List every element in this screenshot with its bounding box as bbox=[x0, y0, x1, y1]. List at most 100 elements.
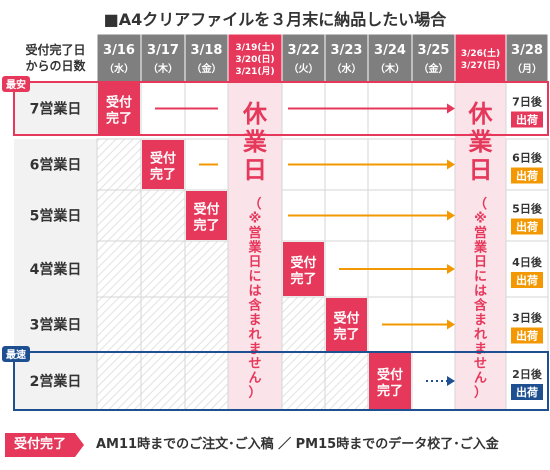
holiday-note-char: せ bbox=[474, 357, 487, 372]
row-label-cell bbox=[14, 241, 97, 297]
holiday-column bbox=[455, 82, 506, 410]
date-text: 3/16 bbox=[103, 43, 135, 58]
accept-cell bbox=[369, 353, 411, 409]
holiday-main-char: 休 bbox=[468, 100, 494, 128]
holiday-date-text: 3/21(月) bbox=[235, 66, 274, 77]
holiday-note-char: 業 bbox=[247, 240, 262, 256]
flow-arrow-head bbox=[447, 376, 455, 386]
legend-badge-arrow bbox=[75, 433, 84, 457]
holiday-note-char: れ bbox=[474, 328, 487, 343]
holiday-main-char: 日 bbox=[469, 156, 493, 184]
hatched-cell bbox=[141, 352, 185, 410]
holiday-note-char: ま bbox=[248, 342, 261, 357]
date-text: 3/25 bbox=[418, 43, 450, 58]
accept-cell-text: 受付 bbox=[193, 202, 219, 218]
row-label: 6営業日 bbox=[30, 157, 82, 174]
holiday-note-char: ま bbox=[248, 313, 261, 328]
row-label: 2営業日 bbox=[30, 373, 82, 390]
holiday-note-char: 日 bbox=[474, 255, 487, 270]
holiday-column bbox=[228, 82, 282, 410]
hatched-cell bbox=[141, 241, 185, 297]
row-label: 5営業日 bbox=[30, 208, 82, 225]
result-days-text: 5日後 bbox=[512, 202, 543, 216]
accept-cell-text: 完了 bbox=[290, 271, 316, 287]
hatched-cell bbox=[97, 352, 141, 410]
holiday-date-text: 3/26(土) bbox=[461, 47, 500, 59]
ship-badge bbox=[511, 218, 543, 235]
hatched-cell bbox=[97, 241, 141, 297]
holiday-date-text: 3/20(日) bbox=[235, 54, 274, 65]
row-highlight-fastest bbox=[13, 351, 549, 411]
date-text: 3/28 bbox=[511, 43, 543, 58]
row-tag-text: 最速 bbox=[6, 348, 26, 361]
hatched-cell bbox=[185, 241, 228, 297]
flow-arrow-head bbox=[447, 210, 455, 221]
ship-badge bbox=[511, 327, 543, 344]
result-cell bbox=[505, 351, 549, 411]
row-label: 4営業日 bbox=[30, 261, 82, 278]
holiday-date-text: 3/19(土) bbox=[235, 41, 274, 53]
row-label-cell bbox=[14, 139, 97, 190]
holiday-main-char: 業 bbox=[469, 128, 493, 156]
row-label-cell bbox=[14, 190, 97, 241]
corner-header-text: からの日数 bbox=[25, 58, 86, 73]
holiday-note-char: 含 bbox=[473, 298, 488, 314]
hatched-cell bbox=[97, 190, 141, 241]
date-text: 3/24 bbox=[374, 43, 406, 58]
holiday-note-char: 業 bbox=[473, 240, 488, 256]
date-header-cell bbox=[281, 33, 326, 83]
accept-cell bbox=[326, 298, 367, 351]
accept-cell-text: 受付 bbox=[150, 151, 176, 167]
date-header-cell bbox=[324, 33, 369, 83]
accept-cell-text: 完了 bbox=[377, 383, 403, 399]
holiday-date-text: 3/27(日) bbox=[461, 60, 500, 71]
accept-cell-text: 受付 bbox=[290, 255, 316, 271]
holiday-note-char: 含 bbox=[247, 298, 262, 314]
accept-cell-text: 完了 bbox=[193, 218, 219, 234]
date-header-cell bbox=[367, 33, 413, 83]
holiday-main-char: 業 bbox=[243, 128, 267, 156]
holiday-note-char: ん bbox=[248, 371, 261, 386]
corner-header-cell bbox=[14, 34, 97, 82]
result-cell bbox=[505, 296, 549, 353]
flow-arrow-head bbox=[447, 159, 455, 170]
hatched-cell bbox=[282, 297, 325, 352]
hatched-cell bbox=[97, 297, 141, 352]
ship-badge bbox=[511, 384, 543, 400]
holiday-note-char: に bbox=[474, 270, 487, 285]
accept-cell-text: 受付 bbox=[333, 311, 359, 327]
ship-badge-text: 出荷 bbox=[516, 273, 538, 287]
holiday-note-char: ま bbox=[474, 342, 487, 357]
holiday-note-char: ） bbox=[474, 385, 487, 401]
weekday-text: （金） bbox=[192, 62, 222, 75]
holiday-note-char: ん bbox=[474, 371, 487, 386]
weekday-text: （月） bbox=[512, 62, 542, 75]
hatched-cell bbox=[97, 139, 141, 190]
ship-badge-text: 出荷 bbox=[516, 169, 538, 183]
row-tag-badge bbox=[2, 76, 30, 92]
legend-text: AM11時までのご注文･ご入稿 ／ PM15時までのデータ校了･ご入金 bbox=[96, 437, 499, 452]
ship-badge bbox=[511, 111, 543, 128]
holiday-note-char: （ bbox=[474, 196, 487, 212]
ship-badge bbox=[511, 167, 543, 184]
holiday-note-char: 営 bbox=[248, 225, 261, 241]
accept-cell-text: 受付 bbox=[106, 95, 132, 111]
accept-cell bbox=[142, 140, 184, 189]
date-text: 3/17 bbox=[147, 43, 179, 58]
holiday-note-char: せ bbox=[248, 357, 261, 372]
date-text: 3/18 bbox=[191, 43, 223, 58]
accept-cell-text: 完了 bbox=[333, 327, 359, 343]
row-tag-badge bbox=[2, 346, 30, 362]
holiday-note-char: ※ bbox=[474, 212, 487, 227]
flow-arrow-head bbox=[447, 264, 455, 274]
legend-badge: 受付完了 bbox=[5, 433, 75, 457]
ship-badge-text: 出荷 bbox=[516, 385, 538, 399]
hatched-cell bbox=[141, 190, 185, 241]
weekday-text: （火） bbox=[289, 62, 319, 75]
holiday-note-char: は bbox=[248, 284, 261, 299]
row-tag-text: 最安 bbox=[6, 78, 26, 91]
flow-arrow-head bbox=[447, 103, 455, 114]
weekday-text: （木） bbox=[375, 62, 405, 75]
holiday-note-char: に bbox=[248, 270, 261, 285]
accept-cell bbox=[98, 83, 140, 134]
